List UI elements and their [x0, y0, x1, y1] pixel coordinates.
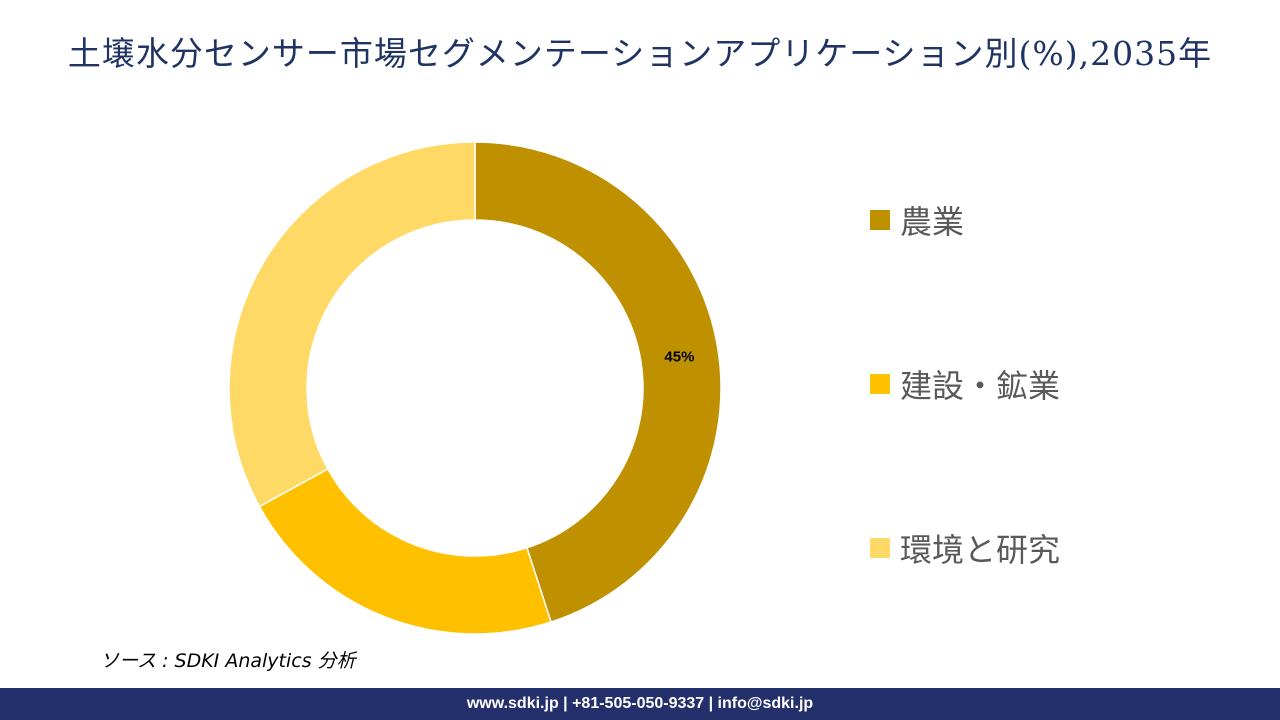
legend-label: 建設・鉱業: [900, 367, 1061, 405]
legend-swatch: [870, 374, 890, 394]
legend-item: 農業: [870, 190, 1060, 250]
legend-swatch: [870, 210, 890, 230]
legend-swatch: [870, 538, 890, 558]
donut-slice-2: [258, 467, 552, 635]
legend-item: 環境と研究: [870, 518, 1060, 578]
legend-item: 建設・鉱業: [870, 354, 1060, 414]
donut-slice-1: [474, 141, 722, 623]
footer-contact: www.sdki.jp | +81-505-050-9337 | info@sd…: [0, 688, 1280, 720]
donut-slice-3: [228, 141, 476, 508]
legend-label: 環境と研究: [900, 531, 1061, 569]
data-label: 45%: [664, 349, 694, 366]
legend: 農業 建設・鉱業 環境と研究: [870, 190, 1060, 578]
chart-title: 土壌水分センサー市場セグメンテーションアプリケーション別(%),2035年: [67, 34, 1213, 73]
source-note: ソース : SDKI Analytics 分析: [100, 650, 356, 672]
legend-label: 農業: [900, 203, 965, 241]
